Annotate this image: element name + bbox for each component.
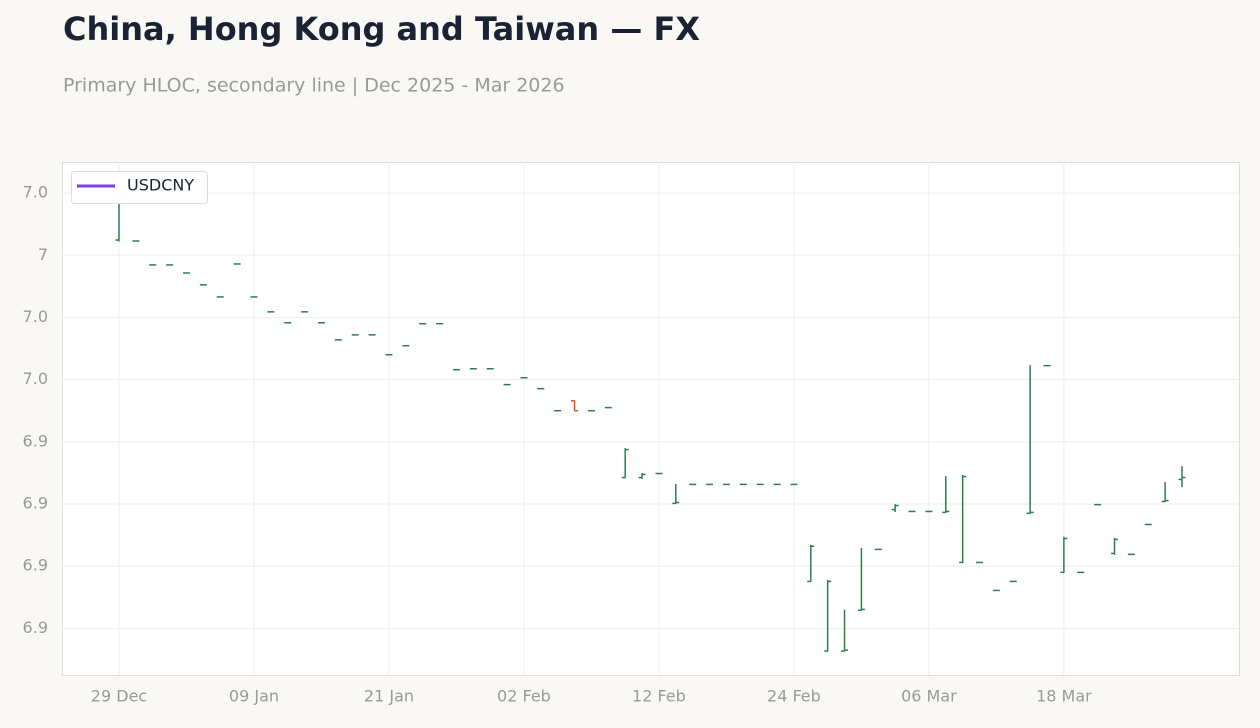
y-tick-label: 7.0 <box>23 369 48 388</box>
x-tick-label: 02 Feb <box>497 687 551 706</box>
x-tick-label: 06 Mar <box>901 687 957 706</box>
x-tick-label: 09 Jan <box>229 687 279 706</box>
y-tick-label: 7.0 <box>23 183 48 202</box>
x-tick-label: 29 Dec <box>91 687 147 706</box>
y-tick-label: 7.0 <box>23 307 48 326</box>
y-tick-label: 6.9 <box>23 618 48 637</box>
legend-box <box>71 171 208 204</box>
x-tick-label: 12 Feb <box>632 687 686 706</box>
plot-area <box>62 162 1240 676</box>
legend-label: USDCNY <box>127 176 194 195</box>
x-tick-label: 21 Jan <box>364 687 414 706</box>
chart-title: China, Hong Kong and Taiwan — FX <box>63 10 700 48</box>
chart-subtitle: Primary HLOC, secondary line | Dec 2025 … <box>63 75 565 97</box>
y-tick-label: 6.9 <box>23 494 48 513</box>
y-tick-label: 6.9 <box>23 431 48 450</box>
y-tick-label: 7 <box>38 245 48 264</box>
x-tick-label: 18 Mar <box>1036 687 1092 706</box>
y-tick-label: 6.9 <box>23 556 48 575</box>
x-tick-label: 24 Feb <box>767 687 821 706</box>
